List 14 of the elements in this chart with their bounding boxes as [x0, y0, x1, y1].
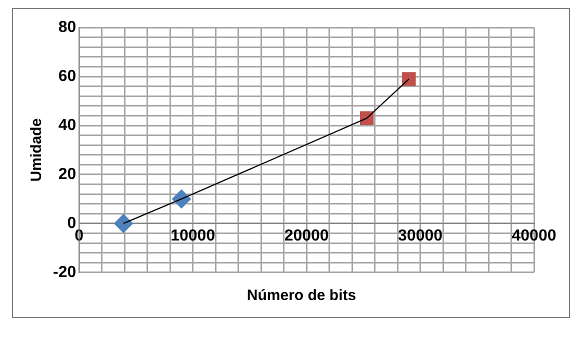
y-tick-label: 0 [67, 214, 76, 232]
y-tick-label: 20 [58, 166, 76, 183]
x-tick-label: 10000 [170, 227, 216, 244]
point [402, 72, 416, 86]
y-tick-label: 80 [58, 19, 76, 36]
point [114, 214, 133, 233]
x-tick-label: 30000 [398, 227, 443, 244]
y-tick-label: 40 [58, 116, 76, 134]
y-axis-title: Umidade [28, 118, 46, 182]
x-tick-label: 20000 [284, 227, 329, 244]
x-tick-label: 40000 [512, 227, 556, 244]
y-tick-label: -20 [53, 264, 76, 281]
x-axis-title: Número de bits [246, 287, 358, 304]
y-tick-label: 60 [58, 68, 76, 85]
